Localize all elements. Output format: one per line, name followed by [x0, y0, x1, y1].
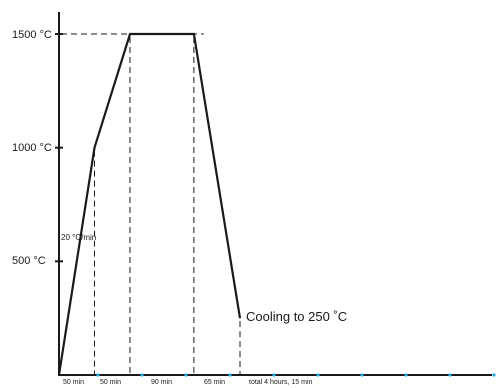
segment-label-3: 90 min: [151, 379, 172, 386]
segment-label-2: 50 min: [100, 379, 121, 386]
y-tick-label-1500: 1500 °C: [12, 29, 52, 41]
x-axis-dot-1: [96, 373, 100, 377]
guides-layer: [61, 33, 241, 374]
segment-label-4: 65 min: [204, 379, 225, 386]
x-dots-layer: [96, 373, 496, 377]
rate-annotation: 20 °C/min: [61, 233, 96, 242]
series-layer: [57, 32, 242, 376]
x-axis-dot-6: [316, 373, 320, 377]
x-axis-dot-9: [448, 373, 452, 377]
segment-label-1: 50 min: [63, 379, 84, 386]
cooling-annotation: Cooling to 250 ˚C: [246, 309, 347, 324]
x-axis-dot-4: [228, 373, 232, 377]
y-ticks-layer: [55, 33, 63, 263]
segment-label-total: total 4 hours, 15 min: [249, 379, 313, 386]
x-axis-dot-10: [492, 373, 496, 377]
labels-layer: 1500 °C 1000 °C 500 °C 20 °C/min Cooling…: [12, 29, 347, 386]
y-tick-label-1000: 1000 °C: [12, 142, 52, 154]
x-axis-dot-2: [140, 373, 144, 377]
x-axis-dot-5: [272, 373, 276, 377]
x-axis-dot-7: [360, 373, 364, 377]
temperature-curve: [57, 32, 242, 376]
x-axis-dot-8: [404, 373, 408, 377]
x-axis-dot-3: [184, 373, 188, 377]
y-tick-label-500: 500 °C: [12, 255, 46, 267]
